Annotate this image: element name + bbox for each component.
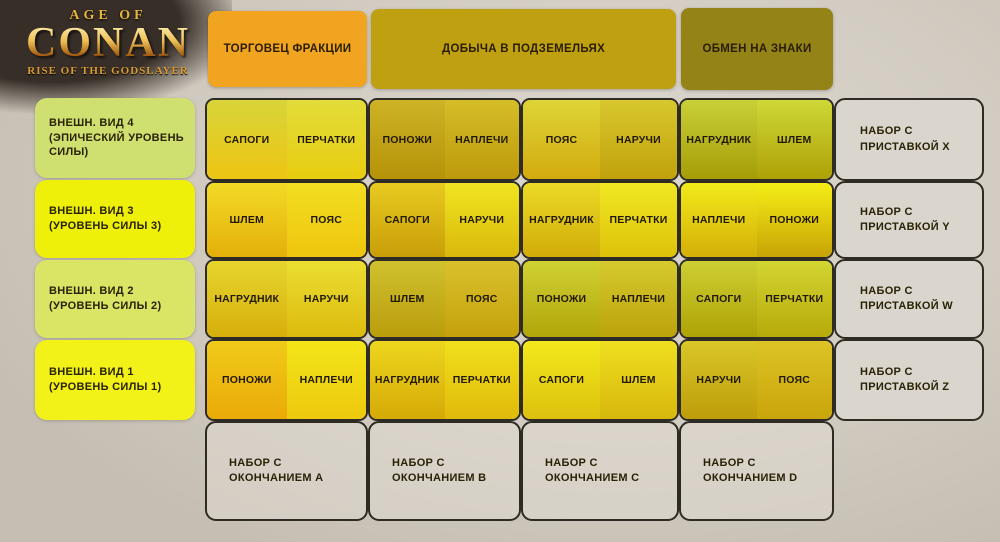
item-pair-card: НАРУЧИ ПОЯС [679,339,834,421]
sidebar-item-look-4: ВНЕШН. ВИД 4 (ЭПИЧЕСКИЙ УРОВЕНЬ СИЛЫ) [35,98,195,178]
header-dungeon-loot: ДОБЫЧА В ПОДЗЕМЕЛЬЯХ [371,9,676,89]
item-cell: ШЛЕМ [207,183,287,257]
set-ending-card: НАБОР С ОКОНЧАНИЕМ B [368,421,521,521]
item-pair-card: ШЛЕМ ПОЯС [368,259,521,339]
item-cell: НАПЛЕЧИ [286,341,366,419]
item-pair-card: НАГРУДНИК ПЕРЧАТКИ [368,339,521,421]
gear-sets-grid: САПОГИ ПЕРЧАТКИ ПОНОЖИ НАПЛЕЧИ ПОЯС НАРУЧИ НАГ… [205,98,984,521]
logo-subtitle: RISE OF THE GODSLAYER [27,64,189,77]
item-cell: ПОЯС [286,183,366,257]
item-cell: ПОЯС [444,261,519,337]
item-cell: ПОНОЖИ [207,341,287,419]
header-faction-trader: ТОРГОВЕЦ ФРАКЦИИ [208,11,367,87]
item-cell: САПОГИ [681,261,757,337]
item-cell: ПОНОЖИ [370,100,445,179]
item-cell: НАПЛЕЧИ [681,183,757,257]
item-cell: ШЛЕМ [370,261,445,337]
header-token-exchange: ОБМЕН НА ЗНАКИ [681,8,833,90]
item-cell: НАРУЧИ [444,183,519,257]
item-cell: НАРУЧИ [681,341,757,419]
item-pair-card: САПОГИ ШЛЕМ [521,339,679,421]
set-suffix-card: НАБОР С ПРИСТАВКОЙ Z [834,339,984,421]
item-cell: ШЛЕМ [756,100,832,179]
item-cell: ПЕРЧАТКИ [444,341,519,419]
item-cell: НАРУЧИ [600,100,677,179]
sidebar-item-look-3: ВНЕШН. ВИД 3 (УРОВЕНЬ СИЛЫ 3) [35,180,195,258]
item-cell: ШЛЕМ [600,341,677,419]
item-pair-card: НАГРУДНИК НАРУЧИ [205,259,368,339]
item-cell: ПЕРЧАТКИ [286,100,366,179]
item-cell: НАГРУДНИК [523,183,600,257]
item-cell: НАГРУДНИК [207,261,287,337]
item-pair-card: САПОГИ ПЕРЧАТКИ [679,259,834,339]
item-pair-card: ШЛЕМ ПОЯС [205,181,368,259]
item-pair-card: НАПЛЕЧИ ПОНОЖИ [679,181,834,259]
set-suffix-card: НАБОР С ПРИСТАВКОЙ Y [834,181,984,259]
item-cell: ПОНОЖИ [523,261,600,337]
item-cell: САПОГИ [207,100,287,179]
item-cell: ПЕРЧАТКИ [600,183,677,257]
item-pair-card: ПОЯС НАРУЧИ [521,98,679,181]
item-cell: НАПЛЕЧИ [600,261,677,337]
item-pair-card: НАГРУДНИК ШЛЕМ [679,98,834,181]
item-cell: ПОНОЖИ [756,183,832,257]
set-ending-card: НАБОР С ОКОНЧАНИЕМ A [205,421,368,521]
set-suffix-card: НАБОР С ПРИСТАВКОЙ W [834,259,984,339]
item-cell: САПОГИ [523,341,600,419]
sidebar-item-look-1: ВНЕШН. ВИД 1 (УРОВЕНЬ СИЛЫ 1) [35,340,195,420]
set-suffix-card: НАБОР С ПРИСТАВКОЙ X [834,98,984,181]
item-cell: НАГРУДНИК [370,341,445,419]
item-pair-card: САПОГИ НАРУЧИ [368,181,521,259]
item-cell: НАРУЧИ [286,261,366,337]
item-pair-card: ПОНОЖИ НАПЛЕЧИ [368,98,521,181]
item-cell: НАГРУДНИК [681,100,757,179]
set-ending-card: НАБОР С ОКОНЧАНИЕМ D [679,421,834,521]
logo-age-of: AGE OF [69,8,147,23]
item-pair-card: ПОНОЖИ НАПЛЕЧИ [205,339,368,421]
item-cell: НАПЛЕЧИ [444,100,519,179]
item-cell: САПОГИ [370,183,445,257]
item-pair-card: НАГРУДНИК ПЕРЧАТКИ [521,181,679,259]
item-cell: ПОЯС [523,100,600,179]
set-ending-card: НАБОР С ОКОНЧАНИЕМ C [521,421,679,521]
logo-conan: CONAN [16,22,200,64]
item-cell: ПЕРЧАТКИ [756,261,832,337]
game-logo: AGE OF CONAN RISE OF THE GODSLAYER [16,8,200,77]
item-pair-card: САПОГИ ПЕРЧАТКИ [205,98,368,181]
sidebar-item-look-2: ВНЕШН. ВИД 2 (УРОВЕНЬ СИЛЫ 2) [35,260,195,338]
item-cell: ПОЯС [756,341,832,419]
item-pair-card: ПОНОЖИ НАПЛЕЧИ [521,259,679,339]
